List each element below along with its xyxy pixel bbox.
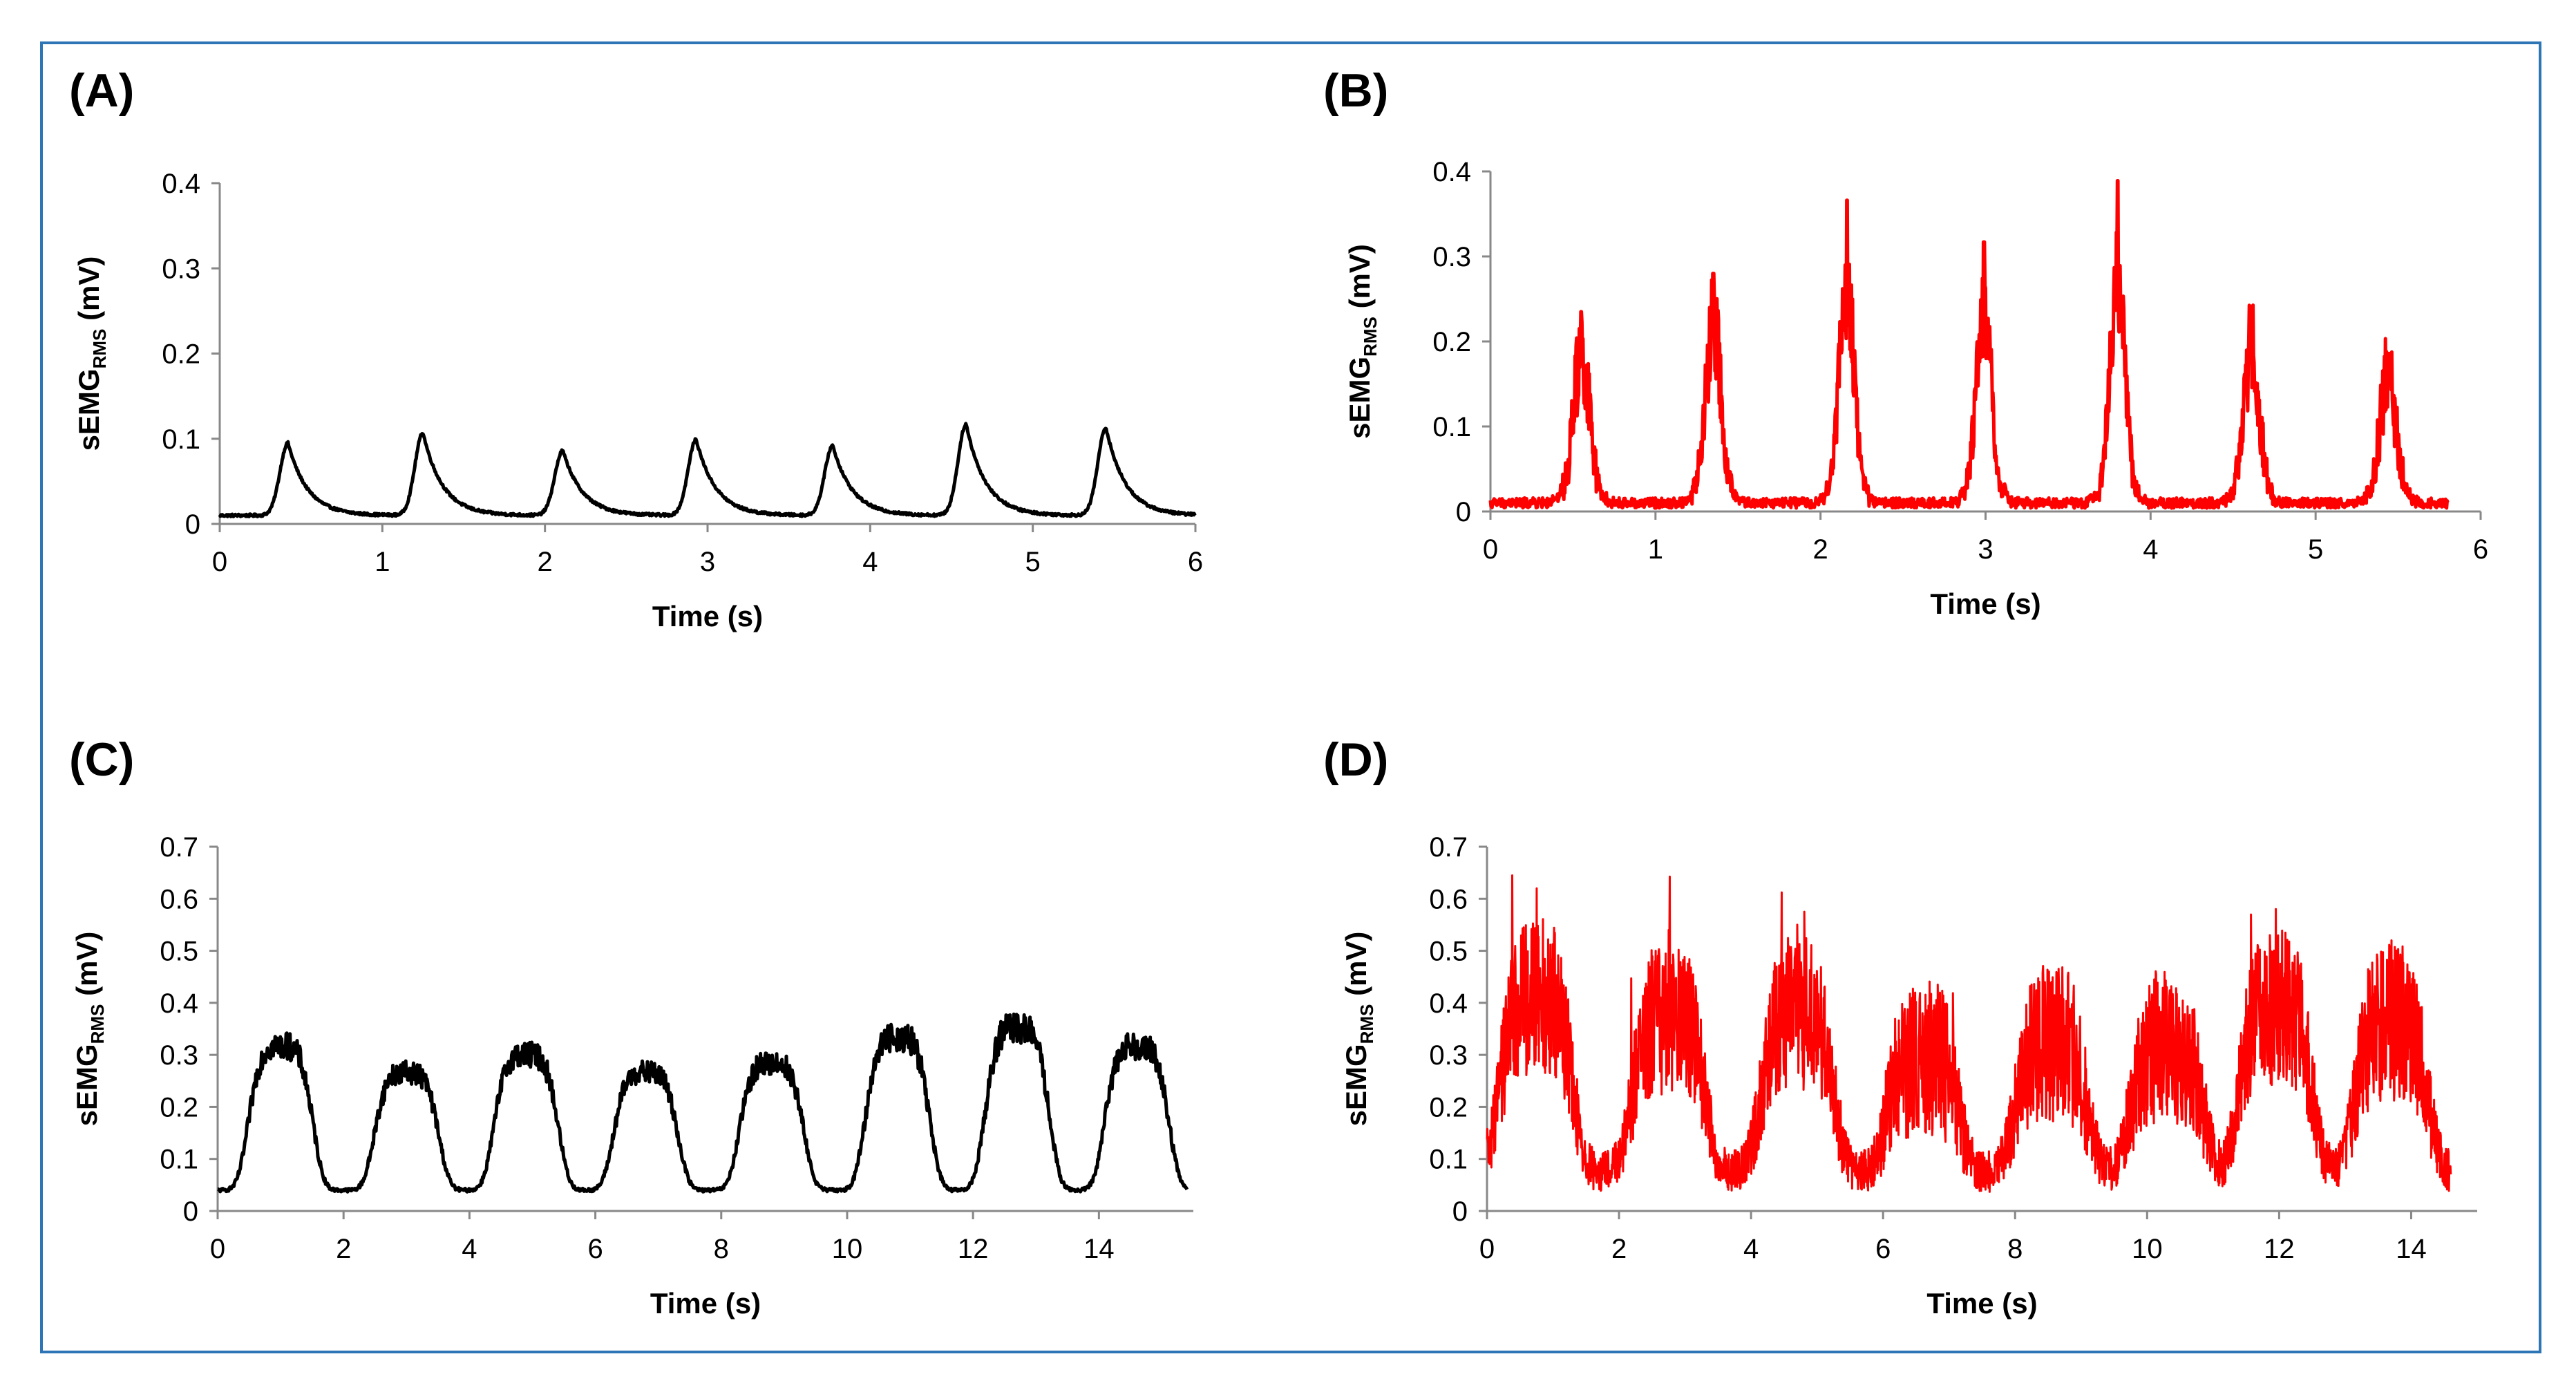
x-tick-label: 6 [587, 1234, 603, 1264]
y-tick-label: 0 [1452, 1196, 1468, 1227]
x-tick-label: 14 [1083, 1234, 1115, 1264]
x-tick-label: 0 [212, 547, 227, 577]
x-tick-label: 1 [375, 547, 390, 577]
x-tick-label: 4 [1743, 1234, 1759, 1264]
panel-label-c: (C) [69, 733, 135, 786]
x-tick-label: 6 [2473, 534, 2488, 565]
y-tick-label: 0.3 [1429, 1040, 1468, 1071]
x-tick-label: 6 [1875, 1234, 1891, 1264]
y-tick-label: 0.4 [162, 169, 200, 199]
x-tick-label: 0 [210, 1234, 225, 1264]
panel-label-b: (B) [1323, 64, 1389, 117]
x-axis-title: Time (s) [652, 600, 763, 632]
y-tick-label: 0.7 [160, 832, 198, 863]
y-axis-title: sEMGRMS (mV) [73, 256, 110, 451]
y-tick-label: 0.5 [1429, 937, 1468, 967]
y-tick-label: 0.3 [1432, 242, 1471, 272]
y-tick-label: 0.1 [162, 424, 200, 455]
y-axis-title: sEMGRMS (mV) [70, 932, 108, 1127]
panel-label-a: (A) [69, 64, 135, 117]
y-tick-label: 0.3 [162, 254, 200, 284]
x-tick-label: 3 [700, 547, 715, 577]
y-axis-title: sEMGRMS (mV) [1343, 244, 1381, 439]
x-tick-label: 4 [862, 547, 878, 577]
y-tick-label: 0.4 [1429, 988, 1468, 1019]
panel-label-d: (D) [1323, 733, 1389, 786]
x-tick-label: 3 [1978, 534, 1993, 565]
y-tick-label: 0.2 [1432, 327, 1471, 357]
series-line-c [216, 1012, 1189, 1194]
x-axis-title: Time (s) [650, 1287, 761, 1319]
y-tick-label: 0.2 [162, 339, 200, 370]
y-tick-label: 0.4 [160, 988, 198, 1019]
chart-d: 0 0.1 0.2 0.3 0.4 0.5 0.6 0.7 0 2 4 6 8 10 12 14 Time (s… [1340, 832, 2477, 1319]
x-tick-label: 1 [1648, 534, 1663, 565]
y-tick-label: 0 [183, 1196, 198, 1227]
x-axis-title: Time (s) [1926, 1287, 2037, 1319]
x-tick-label: 12 [2264, 1234, 2295, 1264]
y-tick-label: 0.2 [1429, 1092, 1468, 1123]
x-tick-label: 5 [1025, 547, 1041, 577]
x-tick-label: 4 [462, 1234, 477, 1264]
y-tick-label: 0 [1456, 497, 1471, 527]
x-tick-label: 12 [958, 1234, 989, 1264]
x-tick-label: 8 [2007, 1234, 2023, 1264]
y-tick-label: 0.1 [1432, 412, 1471, 442]
x-tick-label: 10 [832, 1234, 863, 1264]
y-tick-label: 0 [185, 509, 200, 540]
y-tick-label: 0.4 [1432, 157, 1471, 187]
x-tick-label: 0 [1483, 534, 1498, 565]
series-line-a [218, 422, 1197, 518]
series-line-b [1488, 179, 2450, 510]
y-tick-label: 0.2 [160, 1092, 198, 1123]
x-tick-label: 14 [2396, 1234, 2427, 1264]
x-tick-label: 6 [1188, 547, 1203, 577]
y-tick-label: 0.3 [160, 1040, 198, 1071]
x-tick-label: 10 [2132, 1234, 2163, 1264]
x-tick-label: 2 [538, 547, 553, 577]
x-tick-label: 0 [1479, 1234, 1495, 1264]
x-tick-label: 4 [2143, 534, 2158, 565]
x-tick-label: 8 [714, 1234, 729, 1264]
y-tick-label: 0.1 [1429, 1145, 1468, 1175]
y-tick-label: 0.5 [160, 937, 198, 967]
chart-a: 0 0.1 0.2 0.3 0.4 0 1 2 3 4 5 6 Time (s) sEMGRMS (mV) [73, 169, 1203, 632]
x-tick-label: 2 [336, 1234, 351, 1264]
chart-c: 0 0.1 0.2 0.3 0.4 0.5 0.6 0.7 0 2 4 6 8 10 12 14 Time (s… [70, 832, 1193, 1319]
x-tick-label: 5 [2308, 534, 2323, 565]
series-line-d [1486, 874, 2452, 1193]
x-tick-label: 2 [1813, 534, 1828, 565]
y-tick-label: 0.7 [1429, 832, 1468, 863]
x-axis-title: Time (s) [1930, 588, 2040, 620]
y-tick-label: 0.1 [160, 1145, 198, 1175]
chart-b: 0 0.1 0.2 0.3 0.4 0 1 2 3 4 5 6 Time (s) sEMGRMS (mV) [1343, 157, 2488, 620]
x-tick-label: 2 [1611, 1234, 1627, 1264]
figure-frame [40, 41, 2541, 1353]
y-axis-title: sEMGRMS (mV) [1340, 932, 1377, 1127]
y-tick-label: 0.6 [1429, 884, 1468, 914]
y-tick-label: 0.6 [160, 884, 198, 914]
